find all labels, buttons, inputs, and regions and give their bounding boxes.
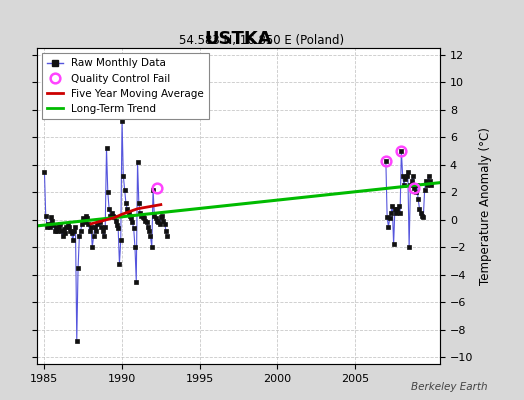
Y-axis label: Temperature Anomaly (°C): Temperature Anomaly (°C) [479, 127, 492, 285]
Legend: Raw Monthly Data, Quality Control Fail, Five Year Moving Average, Long-Term Tren: Raw Monthly Data, Quality Control Fail, … [42, 53, 209, 119]
Text: Berkeley Earth: Berkeley Earth [411, 382, 487, 392]
Title: USTKA: USTKA [204, 30, 272, 48]
Text: 54.583 N, 16.850 E (Poland): 54.583 N, 16.850 E (Poland) [179, 34, 345, 47]
